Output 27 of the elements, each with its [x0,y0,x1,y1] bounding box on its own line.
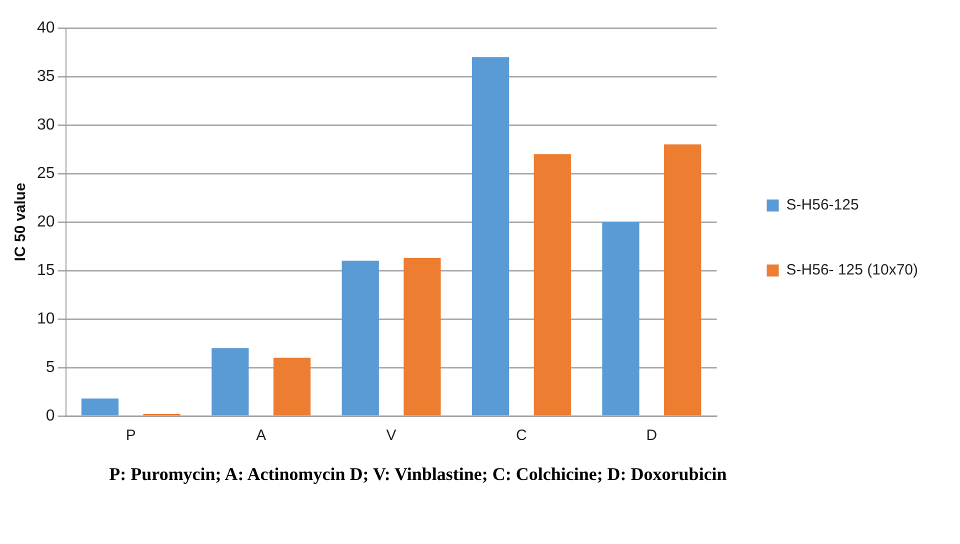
y-tick-label: 35 [37,68,55,85]
y-tick-label: 10 [37,310,55,328]
x-tick-label: A [256,427,266,444]
bar [534,154,571,416]
bar [404,258,441,416]
x-tick-label: C [516,427,528,444]
x-tick-label: V [386,427,396,444]
text: P: Puromycin; A: Actinomycin D; V: Vinblastine; C: Colchicine; D: Doxorubicin [108,464,728,485]
bar [472,57,510,416]
y-tick-label: 30 [37,116,55,134]
bar [273,358,311,416]
legend-label: S-H56- 125 (10x70) [786,262,918,279]
y-tick-label: 0 [46,407,55,424]
y-tick-label: 20 [37,213,55,230]
bar [342,260,379,416]
y-tick-label: 5 [46,358,55,376]
y-axis-title: IC 50 value [12,182,30,262]
y-tick-label: 15 [37,262,55,279]
legend-label: S-H56-125 [786,196,859,214]
bar [664,144,702,416]
x-tick-label: D [646,427,658,444]
y-tick-label: 40 [37,19,55,36]
bar [212,348,249,416]
bar [81,398,119,416]
y-tick-label: 25 [37,164,55,182]
x-tick-label: P [126,427,136,444]
bar [602,222,640,416]
